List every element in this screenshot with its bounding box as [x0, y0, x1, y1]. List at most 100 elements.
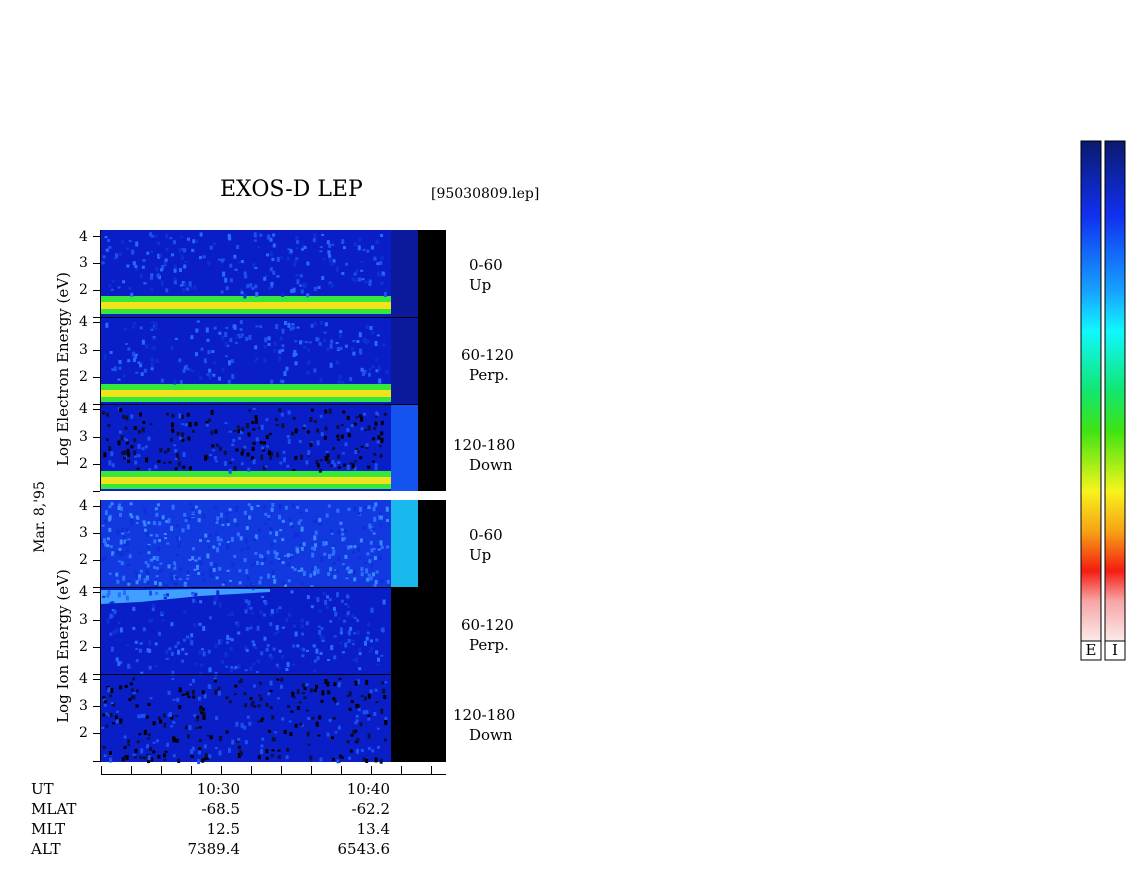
noise-pixel [371, 245, 375, 250]
noise-pixel [127, 580, 131, 583]
noise-pixel [354, 278, 358, 282]
noise-pixel [129, 502, 133, 506]
noise-pixel [328, 254, 332, 259]
noise-pixel [371, 749, 375, 753]
file-label: [95030809.lep] [431, 186, 540, 202]
noise-pixel [273, 731, 277, 734]
noise-pixel [292, 416, 296, 420]
noise-pixel [295, 273, 299, 277]
noise-pixel [210, 430, 214, 435]
noise-pixel [253, 232, 257, 238]
noise-pixel [311, 546, 314, 550]
noise-pixel [200, 663, 204, 667]
noise-pixel [247, 432, 251, 437]
noise-pixel [185, 692, 189, 695]
noise-pixel [380, 281, 384, 286]
noise-pixel [195, 727, 199, 729]
noise-pixel [203, 358, 207, 364]
noise-pixel [375, 570, 379, 574]
noise-pixel [247, 503, 251, 507]
noise-pixel [214, 671, 218, 676]
noise-pixel [237, 664, 241, 669]
noise-pixel [364, 339, 368, 345]
noise-pixel [333, 606, 336, 611]
noise-pixel [344, 554, 348, 559]
noise-pixel [110, 553, 114, 557]
noise-pixel [329, 362, 333, 368]
noise-pixel [198, 739, 202, 743]
noise-pixel [213, 679, 217, 683]
noise-pixel [372, 437, 376, 441]
noise-pixel [313, 689, 317, 692]
noise-pixel [356, 450, 360, 453]
noise-pixel [336, 759, 340, 764]
noise-pixel [269, 451, 273, 457]
noise-pixel [324, 322, 328, 327]
noise-pixel [112, 722, 115, 725]
noise-pixel [285, 618, 289, 623]
noise-pixel [247, 467, 251, 472]
noise-pixel [240, 291, 244, 295]
noise-pixel [134, 748, 138, 753]
noise-pixel [137, 577, 141, 581]
noise-pixel [270, 754, 274, 758]
noise-pixel [379, 523, 383, 528]
noise-pixel [366, 552, 370, 556]
noise-pixel [212, 545, 216, 549]
noise-pixel [299, 511, 303, 514]
noise-pixel [183, 248, 187, 251]
noise-pixel [310, 688, 313, 693]
ion-perp-ytick-3: 3 [79, 612, 88, 628]
noise-pixel [202, 715, 206, 720]
noise-pixel [187, 517, 191, 521]
noise-pixel [341, 380, 345, 384]
noise-pixel [213, 600, 217, 605]
noise-pixel [179, 380, 183, 384]
noise-pixel [139, 755, 143, 759]
noise-pixel [218, 566, 222, 571]
noise-pixel [299, 722, 303, 726]
noise-pixel [359, 348, 362, 353]
noise-pixel [190, 640, 194, 646]
noise-pixel [257, 246, 261, 249]
noise-pixel [273, 341, 277, 346]
noise-pixel [147, 703, 151, 706]
noise-pixel [350, 733, 354, 737]
ion-panel-up-fill [391, 500, 418, 587]
noise-pixel [309, 417, 313, 422]
noise-pixel [299, 340, 302, 345]
noise-pixel [244, 669, 248, 672]
noise-pixel [233, 254, 237, 259]
noise-pixel [263, 358, 267, 363]
noise-pixel [278, 606, 282, 610]
noise-pixel [181, 647, 185, 651]
noise-pixel [250, 506, 254, 511]
noise-pixel [119, 512, 122, 517]
noise-pixel [206, 757, 210, 760]
noise-pixel [163, 533, 167, 535]
noise-pixel [208, 368, 212, 373]
noise-pixel [201, 572, 205, 576]
colorbar-ion-label: I [1112, 641, 1118, 659]
noise-pixel [263, 557, 267, 562]
noise-pixel [324, 679, 328, 685]
noise-pixel [307, 717, 311, 720]
noise-pixel [288, 720, 292, 723]
noise-pixel [198, 509, 202, 514]
noise-pixel [369, 647, 373, 651]
noise-pixel [253, 561, 257, 565]
noise-pixel [263, 441, 266, 445]
noise-pixel [224, 540, 228, 542]
noise-pixel [132, 322, 136, 326]
noise-pixel [302, 427, 306, 430]
noise-pixel [331, 552, 335, 556]
noise-pixel [299, 284, 303, 287]
noise-pixel [366, 249, 370, 253]
noise-pixel [313, 535, 317, 541]
noise-pixel [171, 428, 175, 433]
noise-pixel [281, 581, 285, 585]
noise-pixel [271, 749, 275, 752]
noise-pixel [233, 554, 237, 558]
noise-pixel [160, 568, 164, 572]
